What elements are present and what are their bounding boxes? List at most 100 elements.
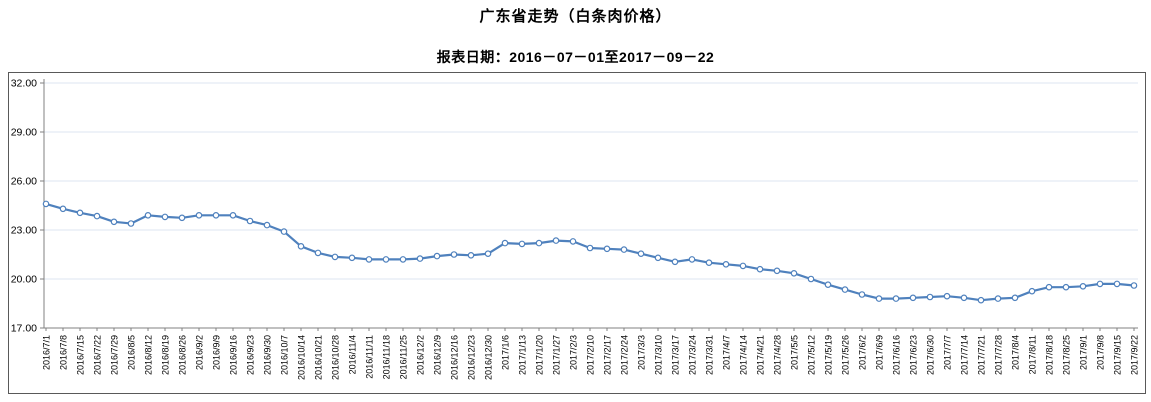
data-point-marker bbox=[790, 270, 798, 277]
x-axis-label: 2016/11/11 bbox=[365, 335, 375, 379]
data-point-marker bbox=[892, 295, 900, 302]
data-point-marker bbox=[926, 293, 934, 301]
x-axis-label: 2016/12/2 bbox=[416, 335, 426, 375]
x-axis-label: 2017/1/13 bbox=[518, 335, 528, 375]
x-axis: 2016/7/1 2016/7/8 2016/7/15 2016/7/22 2016/7… bbox=[42, 328, 1140, 380]
x-axis-label: 2016/7/8 bbox=[59, 335, 69, 370]
data-point-marker bbox=[824, 281, 832, 289]
data-point-marker bbox=[620, 246, 628, 253]
data-point-marker bbox=[144, 212, 152, 219]
gridlines bbox=[44, 82, 1138, 280]
x-axis-label: 2017/3/17 bbox=[671, 335, 681, 375]
data-point-marker bbox=[195, 212, 203, 219]
x-axis-label: 2016/11/25 bbox=[399, 335, 409, 379]
x-axis-label: 2017/2/24 bbox=[620, 335, 630, 375]
data-point-marker bbox=[977, 296, 985, 304]
x-axis-label: 2017/8/4 bbox=[1011, 335, 1021, 370]
data-point-marker bbox=[637, 250, 645, 258]
x-axis-label: 2017/9/1 bbox=[1079, 335, 1089, 370]
data-point-marker bbox=[1113, 280, 1121, 288]
x-axis-label: 2017/7/7 bbox=[943, 335, 953, 370]
x-axis-label: 2017/4/7 bbox=[722, 335, 732, 370]
x-axis-label: 2017/3/31 bbox=[705, 335, 715, 375]
x-axis-label: 2017/5/5 bbox=[790, 335, 800, 370]
chart-title: 广东省走势（白条肉价格） bbox=[479, 8, 672, 25]
data-point-marker bbox=[263, 221, 271, 229]
x-axis-label: 2017/4/21 bbox=[756, 335, 766, 375]
y-axis-label: 32.00 bbox=[11, 78, 37, 90]
data-point-marker bbox=[127, 220, 135, 227]
data-point-marker bbox=[280, 228, 288, 235]
x-axis-label: 2017/6/30 bbox=[926, 335, 936, 375]
y-axis-label: 29.00 bbox=[11, 127, 37, 139]
x-axis-label: 2017/2/10 bbox=[586, 335, 596, 375]
x-axis-label: 2017/5/26 bbox=[841, 335, 851, 375]
data-point-marker bbox=[535, 239, 543, 247]
data-point-marker bbox=[705, 259, 713, 267]
data-point-marker bbox=[960, 294, 968, 302]
x-axis-label: 2017/9/15 bbox=[1113, 335, 1123, 375]
x-axis-label: 2017/3/24 bbox=[688, 335, 698, 375]
x-axis-label: 2017/2/3 bbox=[569, 335, 579, 370]
x-axis-label: 2017/7/14 bbox=[960, 335, 970, 375]
x-axis-label: 2016/9/9 bbox=[212, 335, 222, 370]
data-point-marker bbox=[399, 256, 407, 263]
x-axis-label: 2017/3/10 bbox=[654, 335, 664, 375]
data-point-marker bbox=[807, 275, 815, 283]
data-point-marker bbox=[722, 261, 730, 268]
x-axis-label: 2016/8/12 bbox=[144, 335, 154, 375]
data-point-marker bbox=[756, 265, 764, 273]
x-axis-label: 2016/12/23 bbox=[467, 335, 477, 380]
x-axis-label: 2016/8/19 bbox=[161, 335, 171, 375]
data-point-marker bbox=[1045, 283, 1053, 291]
x-axis-label: 2017/2/17 bbox=[603, 335, 613, 375]
x-axis-label: 2016/9/23 bbox=[246, 335, 256, 375]
data-point-marker bbox=[586, 244, 594, 252]
data-point-marker bbox=[365, 256, 373, 263]
y-axis-label: 20.00 bbox=[11, 274, 37, 286]
data-point-marker bbox=[943, 292, 951, 300]
x-axis-label: 2017/1/6 bbox=[501, 335, 511, 370]
x-axis-label: 2017/6/23 bbox=[909, 335, 919, 375]
x-axis-label: 2016/7/1 bbox=[42, 335, 52, 370]
data-point-marker bbox=[433, 252, 441, 260]
x-axis-label: 2017/8/25 bbox=[1062, 335, 1072, 375]
x-axis-label: 2016/10/28 bbox=[331, 335, 341, 380]
data-point-marker bbox=[501, 239, 509, 247]
data-point-marker bbox=[416, 255, 424, 262]
price-line-series bbox=[44, 202, 1136, 302]
data-point-marker bbox=[671, 258, 679, 266]
x-axis-label: 2017/6/16 bbox=[892, 335, 902, 375]
data-point-marker bbox=[688, 256, 696, 263]
x-axis-label: 2017/5/19 bbox=[824, 335, 834, 375]
data-point-marker bbox=[246, 217, 254, 225]
data-point-marker bbox=[348, 254, 356, 262]
data-point-marker bbox=[314, 249, 322, 257]
y-axis-label: 17.00 bbox=[11, 323, 37, 335]
x-axis-label: 2017/7/28 bbox=[994, 335, 1004, 375]
data-point-marker bbox=[773, 267, 781, 275]
x-axis-label: 2016/10/14 bbox=[297, 335, 307, 380]
y-axis-label: 26.00 bbox=[11, 176, 37, 188]
data-point-marker bbox=[484, 250, 492, 258]
x-axis-label: 2016/10/7 bbox=[280, 335, 290, 375]
data-point-marker bbox=[161, 213, 169, 221]
x-axis-label: 2017/9/22 bbox=[1130, 335, 1140, 375]
x-axis-label: 2017/9/8 bbox=[1096, 335, 1106, 370]
data-point-marker bbox=[841, 286, 849, 293]
data-point-marker bbox=[994, 295, 1002, 302]
x-axis-label: 2016/7/15 bbox=[76, 335, 86, 375]
data-point-marker bbox=[93, 212, 101, 220]
x-axis-label: 2016/11/4 bbox=[348, 335, 358, 374]
data-point-marker bbox=[654, 254, 662, 262]
x-axis-label: 2017/4/14 bbox=[739, 335, 749, 375]
data-point-marker bbox=[450, 251, 458, 258]
data-point-marker bbox=[875, 295, 883, 302]
x-axis-label: 2017/1/27 bbox=[552, 335, 562, 375]
x-axis-label: 2016/12/16 bbox=[450, 335, 460, 380]
data-point-marker bbox=[1096, 280, 1104, 288]
data-point-marker bbox=[212, 212, 220, 219]
data-point-marker bbox=[229, 212, 237, 219]
x-axis-label: 2017/8/11 bbox=[1028, 335, 1038, 374]
data-point-marker bbox=[739, 262, 747, 270]
